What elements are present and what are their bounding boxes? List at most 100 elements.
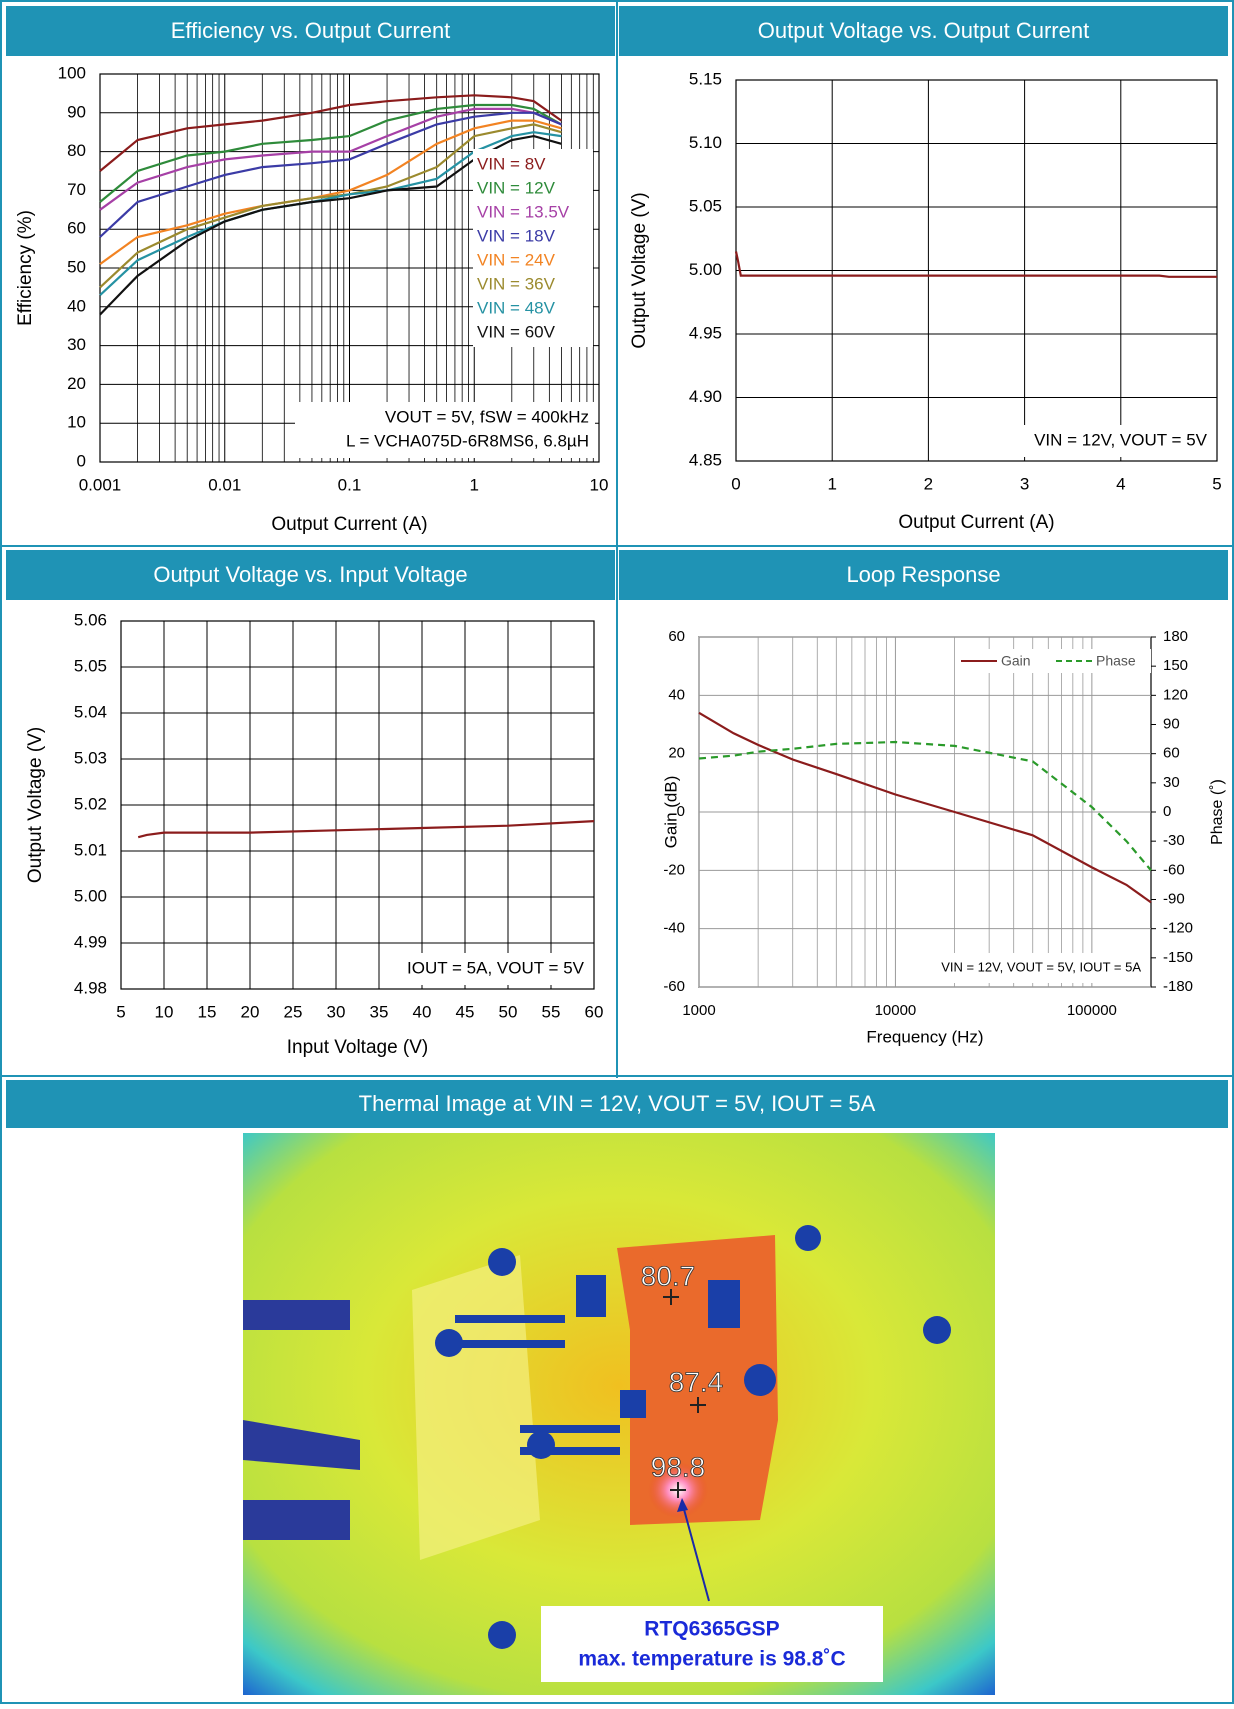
annotation-box [390, 953, 590, 985]
data-line [99, 134, 562, 316]
callout-box [541, 1606, 883, 1682]
spot-crosshair [690, 1397, 706, 1413]
y2-axis-label: Phase (˚) [1209, 779, 1226, 845]
data-line [99, 131, 562, 297]
via [923, 1316, 951, 1344]
data-line [99, 119, 562, 265]
callout-arrowhead [677, 1498, 688, 1512]
y-tick-label: 5.03 [74, 748, 107, 767]
panel-header [619, 550, 1228, 600]
x-tick-label: 3 [1020, 474, 1029, 493]
y2-tick-label: 0 [1163, 803, 1171, 820]
probe [243, 1300, 360, 1540]
y-tick-label: 90 [67, 102, 86, 121]
x-tick-label: 35 [370, 1002, 389, 1021]
board-region [412, 1255, 540, 1560]
x-tick-label: 30 [327, 1002, 346, 1021]
legend-entry: VIN = 24V [477, 250, 556, 269]
panel-title: Loop Response [846, 562, 1000, 587]
y-tick-label: 4.99 [74, 932, 107, 951]
y-tick-label: 5.00 [689, 260, 722, 279]
x-tick-label: 55 [542, 1002, 561, 1021]
legend-entry: VIN = 8V [477, 154, 546, 173]
x-tick-label: 15 [198, 1002, 217, 1021]
legend-entry: Phase [1096, 653, 1136, 669]
x-tick-label: 1 [827, 474, 836, 493]
y2-tick-label: -180 [1163, 978, 1193, 995]
panel-header [6, 6, 615, 56]
trace [520, 1447, 620, 1455]
thermal-image [243, 1133, 995, 1695]
data-line [99, 94, 563, 172]
y-tick-label: 40 [668, 686, 685, 703]
callout-text: RTQ6365GSP [644, 1618, 779, 1641]
legend-entry: Gain [1001, 653, 1031, 669]
x-tick-label: 10000 [875, 1002, 917, 1019]
x-tick-label: 10 [155, 1002, 174, 1021]
y2-tick-label: -120 [1163, 920, 1193, 937]
x-axis-label: Output Current (A) [271, 514, 427, 535]
legend-entry: VIN = 60V [477, 322, 556, 341]
y-tick-label: 40 [67, 296, 86, 315]
spot-crosshair [670, 1482, 686, 1498]
y-tick-label: 60 [668, 628, 685, 645]
x-tick-label: 0.001 [79, 475, 122, 494]
x-tick-label: 45 [456, 1002, 475, 1021]
pad [708, 1280, 740, 1328]
panel-title: Efficiency vs. Output Current [171, 18, 451, 43]
panel-title: Output Voltage vs. Output Current [758, 18, 1089, 43]
annotation: VIN = 12V, VOUT = 5V, IOUT = 5A [941, 959, 1141, 974]
x-tick-label: 1 [470, 475, 479, 494]
annotation: L = VCHA075D-6R8MS6, 6.8µH [346, 431, 589, 450]
data-line [698, 711, 1152, 904]
x-tick-label: 4 [1116, 474, 1125, 493]
y2-tick-label: 90 [1163, 715, 1180, 732]
legend-entry: VIN = 13.5V [477, 202, 570, 221]
x-tick-label: 1000 [682, 1002, 715, 1019]
x-tick-label: 25 [284, 1002, 303, 1021]
y2-tick-label: -90 [1163, 890, 1185, 907]
via [435, 1329, 463, 1357]
y2-tick-label: -150 [1163, 949, 1193, 966]
y-tick-label: -60 [663, 978, 685, 995]
annotation: IOUT = 5A, VOUT = 5V [407, 958, 585, 977]
via [795, 1225, 821, 1251]
thermal-background [243, 1133, 995, 1695]
x-tick-label: 10 [590, 475, 609, 494]
trace [455, 1315, 565, 1323]
legend-entry: VIN = 36V [477, 274, 556, 293]
y-tick-label: 80 [67, 141, 86, 160]
x-tick-label: 5 [116, 1002, 125, 1021]
y2-tick-label: 150 [1163, 657, 1188, 674]
via [488, 1621, 516, 1649]
annotation-box [917, 953, 1147, 983]
legend-entry: VIN = 18V [477, 226, 556, 245]
y-tick-label: 30 [67, 335, 86, 354]
y-tick-label: 4.95 [689, 323, 722, 342]
x-tick-label: 100000 [1067, 1002, 1117, 1019]
y2-tick-label: 60 [1163, 745, 1180, 762]
data-line [99, 107, 562, 211]
x-tick-label: 2 [924, 474, 933, 493]
y2-tick-label: 180 [1163, 628, 1188, 645]
x-tick-label: 0 [731, 474, 740, 493]
annotation: VOUT = 5V, fSW = 400kHz [385, 407, 589, 426]
panel-header [6, 550, 615, 600]
y-tick-label: 5.04 [74, 702, 107, 721]
pad [576, 1275, 606, 1317]
y2-tick-label: 120 [1163, 686, 1188, 703]
spot-label: 98.8 [651, 1451, 706, 1482]
trace [455, 1340, 565, 1348]
y2-tick-label: -60 [1163, 861, 1185, 878]
y-tick-label: 20 [668, 745, 685, 762]
x-tick-label: 50 [499, 1002, 518, 1021]
y-tick-label: -20 [663, 861, 685, 878]
annotation-box [295, 402, 595, 458]
callout-text: max. temperature is 98.8˚C [578, 1648, 845, 1671]
data-line [734, 251, 1217, 278]
y-tick-label: 4.85 [689, 450, 722, 469]
x-tick-label: 0.01 [208, 475, 241, 494]
x-tick-label: 5 [1212, 474, 1221, 493]
y-tick-label: 0 [677, 803, 685, 820]
